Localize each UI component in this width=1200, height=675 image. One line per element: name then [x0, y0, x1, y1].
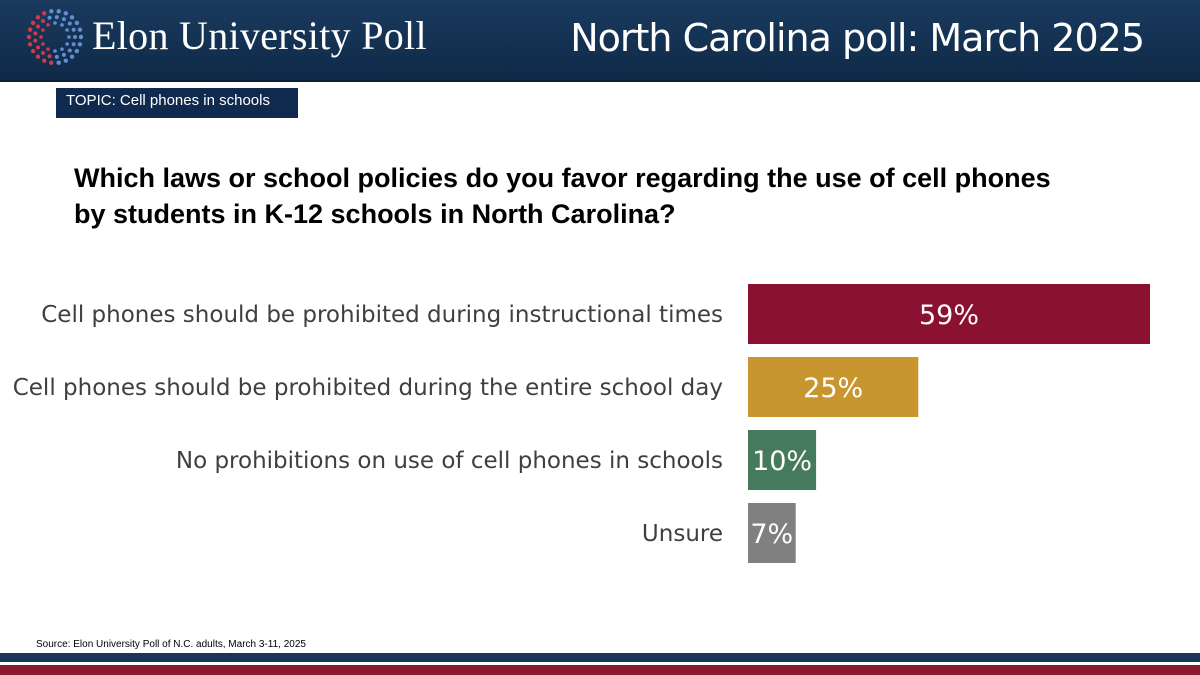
logo-dot: [54, 15, 59, 20]
logo-dot: [77, 42, 83, 47]
logo-dot: [71, 42, 76, 47]
logo-dot: [49, 9, 54, 14]
bar: [748, 357, 919, 417]
footer-band-navy: [0, 653, 1200, 662]
source-note: Source: Elon University Poll of N.C. adu…: [36, 639, 306, 650]
logo-dot: [69, 15, 75, 20]
logo-dot: [54, 54, 59, 59]
logo-dot: [42, 11, 47, 16]
logo-dot: [65, 42, 69, 46]
logo-dot: [47, 54, 52, 59]
logo-dot: [36, 45, 40, 50]
category-label: Cell phones should be prohibited during …: [13, 375, 723, 401]
logo-dot: [56, 9, 61, 14]
logo-dot: [42, 58, 47, 63]
logo-dot: [67, 35, 71, 39]
category-label: Cell phones should be prohibited during …: [41, 302, 723, 328]
logo-dot: [61, 52, 66, 57]
bar: [748, 430, 817, 490]
logo-dot: [30, 48, 36, 54]
logo-dot: [27, 27, 33, 32]
logo-dot: [33, 38, 38, 43]
logo-dot: [65, 28, 69, 32]
data-label: 10%: [752, 446, 812, 477]
logo-dot: [56, 60, 61, 65]
logo-dot: [47, 15, 52, 20]
logo-dot: [46, 47, 50, 51]
logo-dot: [35, 15, 41, 20]
topic-label: TOPIC: Cell phones in schools: [56, 88, 298, 118]
logo-dot: [74, 48, 80, 54]
logo-dot: [26, 34, 32, 40]
logo-dot: [30, 20, 36, 26]
logo-dot: [41, 42, 45, 46]
chart-question: Which laws or school policies do you fav…: [74, 163, 1051, 229]
logo-dot: [73, 35, 77, 39]
data-label: 25%: [803, 373, 863, 404]
logo-dot: [71, 27, 76, 32]
logo-dot: [40, 50, 45, 55]
logo-dot: [67, 21, 72, 26]
brand-name: Elon University Poll: [92, 13, 427, 58]
logo-dot: [63, 58, 68, 63]
logo-dot: [67, 48, 72, 53]
bar-chart: Cell phones should be prohibited during …: [13, 284, 1150, 563]
data-label: 7%: [750, 519, 793, 550]
logo-dot: [53, 21, 57, 25]
bar: [748, 503, 796, 563]
slide-title: North Carolina poll: March 2025: [570, 16, 1145, 60]
logo-dot: [63, 11, 68, 16]
logo-dot: [36, 24, 40, 29]
logo-dot: [61, 17, 66, 22]
logo-dot: [39, 35, 43, 39]
logo-dot: [60, 47, 64, 51]
header-banner: Elon University Poll North Carolina poll…: [0, 0, 1200, 82]
logo-dot: [41, 28, 45, 32]
logo-dot: [69, 54, 75, 59]
logo-dot: [78, 34, 84, 40]
logo-dot: [33, 31, 38, 36]
category-label: Unsure: [642, 521, 723, 547]
footer-band-red: [0, 665, 1200, 675]
bar: [748, 284, 1150, 344]
logo-dot: [60, 23, 64, 27]
logo-dot: [74, 20, 80, 26]
poll-logo-icon: [26, 9, 84, 65]
data-label: 59%: [919, 300, 979, 331]
logo-dot: [53, 49, 57, 53]
logo-dot: [77, 27, 83, 32]
logo-dot: [46, 23, 50, 27]
logo-dot: [49, 60, 54, 65]
logo-dot: [40, 19, 45, 24]
logo-dot: [35, 54, 41, 59]
logo-dot: [27, 42, 33, 47]
category-label: No prohibitions on use of cell phones in…: [176, 448, 723, 474]
